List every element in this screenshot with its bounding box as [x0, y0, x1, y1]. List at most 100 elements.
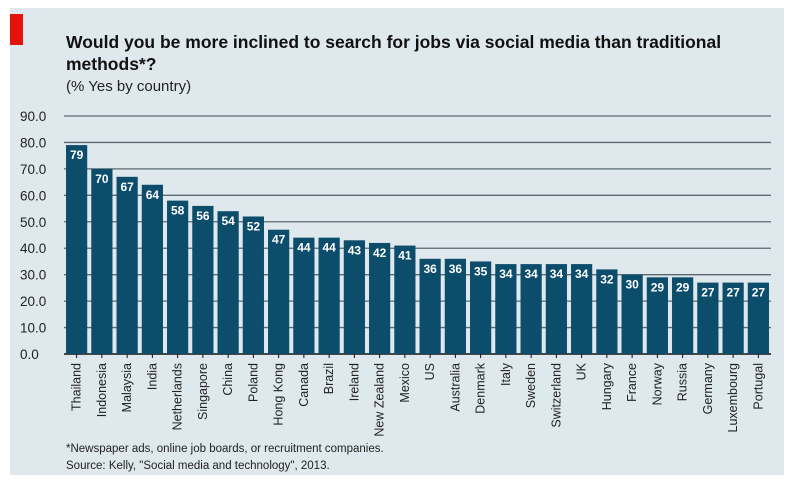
- x-category-label: Russia: [676, 363, 690, 401]
- bar-value-label: 54: [221, 214, 235, 228]
- bar-value-label: 70: [95, 172, 109, 186]
- bar: [369, 242, 391, 354]
- y-axis: 0.0 10.0 20.0 30.0 40.0 50.0 60.0 70.0 80.0 90.0: [20, 109, 46, 362]
- bar-value-label: 43: [348, 243, 362, 257]
- bar: [470, 261, 492, 354]
- bar-value-label: 27: [752, 286, 766, 300]
- bar-value-label: 42: [373, 246, 387, 260]
- x-category-label: France: [625, 363, 639, 402]
- x-category-label: Singapore: [196, 363, 210, 420]
- x-category-label: US: [423, 363, 437, 380]
- x-category-label: Switzerland: [549, 363, 563, 428]
- x-category-label: Hungary: [600, 362, 614, 410]
- bar: [545, 264, 567, 354]
- footnote: *Newspaper ads, online job boards, or re…: [66, 443, 384, 455]
- bar-value-label: 79: [70, 148, 84, 162]
- bar-value-label: 44: [322, 241, 336, 255]
- bar: [394, 245, 416, 354]
- x-category-label: New Zealand: [373, 363, 387, 437]
- bar-value-label: 64: [146, 188, 160, 202]
- bar-value-label: 67: [120, 180, 134, 194]
- bar-value-label: 36: [449, 262, 463, 276]
- x-category-label: Netherlands: [171, 363, 185, 430]
- x-category-label: Poland: [246, 363, 260, 402]
- x-category-label: Denmark: [474, 362, 488, 413]
- bar: [167, 200, 189, 354]
- bar-value-label: 36: [423, 262, 437, 276]
- bar-value-label: 52: [247, 219, 261, 233]
- bar: [116, 176, 138, 354]
- x-category-label: Brazil: [322, 363, 336, 394]
- bar-value-label: 30: [625, 278, 639, 292]
- bar-chart: 0.010.020.030.040.050.060.070.080.090.0 …: [20, 109, 771, 437]
- bar: [66, 145, 88, 354]
- bar: [571, 264, 593, 354]
- bar-value-label: 27: [701, 286, 715, 300]
- y-tick-label: 0.0: [20, 347, 39, 362]
- x-category-label: Thailand: [70, 363, 84, 411]
- x-category-label: Luxembourg: [726, 363, 740, 433]
- bar: [141, 184, 163, 354]
- bar: [722, 282, 744, 354]
- chart-subtitle: (% Yes by country): [66, 78, 192, 95]
- bar-value-label: 29: [651, 280, 665, 294]
- y-tick-label: 60.0: [20, 188, 46, 203]
- bar: [747, 282, 769, 354]
- x-category-label: UK: [575, 362, 589, 380]
- source-note: Source: Kelly, "Social media and technol…: [66, 460, 330, 472]
- x-category-label: Indonesia: [95, 363, 109, 417]
- chart-background: [10, 8, 784, 475]
- x-category-label: Hong Kong: [272, 363, 286, 426]
- bar: [419, 258, 441, 354]
- x-category-label: China: [221, 363, 235, 396]
- bar-value-label: 34: [550, 267, 564, 281]
- x-category-label: Norway: [650, 362, 664, 405]
- bar: [343, 240, 365, 354]
- bar-value-label: 34: [575, 267, 589, 281]
- bar: [293, 237, 315, 354]
- bar-value-label: 47: [272, 233, 286, 247]
- bar: [318, 237, 340, 354]
- bar: [621, 274, 643, 354]
- bar: [268, 229, 290, 354]
- x-category-label: India: [145, 363, 159, 390]
- brand-red-tab: [10, 14, 23, 45]
- y-tick-label: 70.0: [20, 162, 46, 177]
- bar: [242, 216, 264, 354]
- chart-title: Would you be more inclined to search for…: [66, 32, 722, 74]
- x-category-label: Australia: [448, 363, 462, 412]
- bar: [217, 211, 239, 354]
- bar: [672, 277, 694, 354]
- bar: [697, 282, 719, 354]
- x-category-label: Canada: [297, 363, 311, 407]
- bar-value-label: 44: [297, 241, 311, 255]
- bar: [520, 264, 542, 354]
- y-tick-label: 30.0: [20, 268, 46, 283]
- bar: [495, 264, 517, 354]
- y-tick-label: 40.0: [20, 241, 46, 256]
- bar-value-label: 56: [196, 209, 210, 223]
- bar: [646, 277, 668, 354]
- bar-value-label: 29: [676, 280, 690, 294]
- x-category-label: Ireland: [347, 363, 361, 401]
- bar-value-label: 41: [398, 249, 412, 263]
- bar: [192, 205, 214, 354]
- bar: [91, 168, 113, 354]
- bar-value-label: 35: [474, 264, 488, 278]
- x-axis: Thailand Indonesia Malaysia India Netherland…: [70, 354, 765, 437]
- x-category-label: Malaysia: [120, 363, 134, 412]
- bar-value-label: 58: [171, 204, 185, 218]
- y-tick-label: 20.0: [20, 294, 46, 309]
- x-category-label: Mexico: [398, 363, 412, 403]
- bar: [596, 269, 618, 354]
- x-category-label: Germany: [701, 362, 715, 414]
- x-category-label: Portugal: [751, 363, 765, 410]
- bar-value-label: 34: [499, 267, 513, 281]
- bar-value-label: 34: [524, 267, 538, 281]
- x-category-label: Sweden: [524, 363, 538, 408]
- x-category-label: Italy: [499, 362, 513, 386]
- y-tick-label: 50.0: [20, 215, 46, 230]
- y-tick-label: 80.0: [20, 135, 46, 150]
- y-tick-label: 90.0: [20, 109, 46, 124]
- y-tick-label: 10.0: [20, 321, 46, 336]
